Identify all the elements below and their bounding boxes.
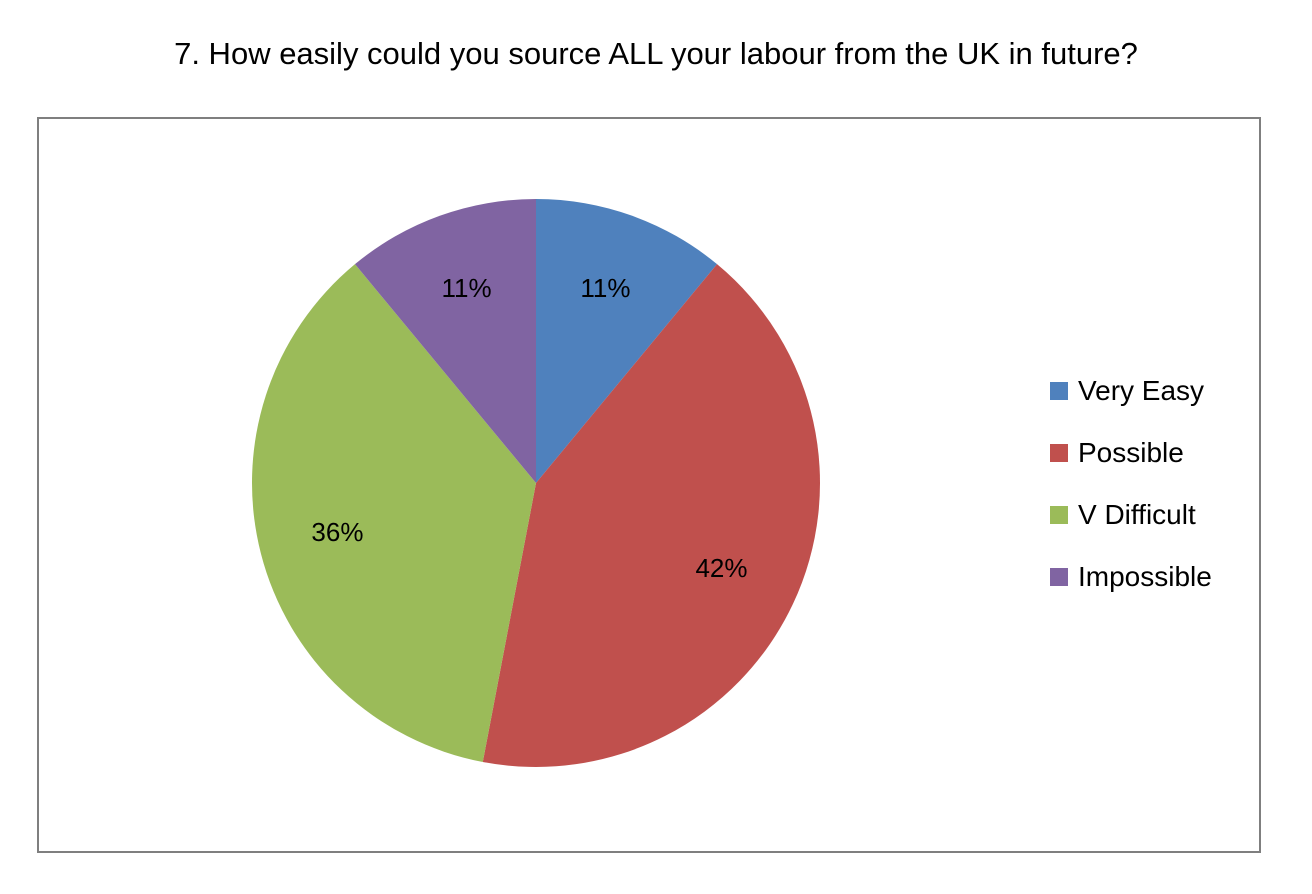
- pie-slice-possible: [482, 264, 820, 767]
- legend-label-possible: Possible: [1078, 437, 1184, 468]
- legend-item-impossible: Impossible: [1050, 558, 1290, 620]
- legend-swatch-v-difficult: [1050, 506, 1068, 524]
- legend-item-v-difficult: V Difficult: [1050, 496, 1290, 558]
- data-label-impossible: 11%: [442, 273, 492, 303]
- chart-title: 7. How easily could you source ALL your …: [174, 36, 1138, 71]
- data-label-v-difficult: 36%: [311, 517, 363, 547]
- legend-label-very-easy: Very Easy: [1078, 375, 1205, 406]
- legend: Very Easy Possible V Difficult Impossibl…: [1050, 372, 1290, 620]
- data-label-very-easy: 11%: [580, 273, 630, 303]
- legend-label-impossible: Impossible: [1078, 561, 1212, 592]
- data-label-possible: 42%: [695, 553, 747, 583]
- legend-item-very-easy: Very Easy: [1050, 372, 1290, 434]
- legend-swatch-very-easy: [1050, 382, 1068, 400]
- legend-label-v-difficult: V Difficult: [1078, 499, 1196, 530]
- pie-slice-very-easy: [536, 199, 718, 483]
- legend-swatch-possible: [1050, 444, 1068, 462]
- pie-slice-impossible: [354, 199, 536, 483]
- legend-swatch-impossible: [1050, 568, 1068, 586]
- legend-item-possible: Possible: [1050, 434, 1290, 496]
- pie-slice-v-difficult: [251, 264, 536, 762]
